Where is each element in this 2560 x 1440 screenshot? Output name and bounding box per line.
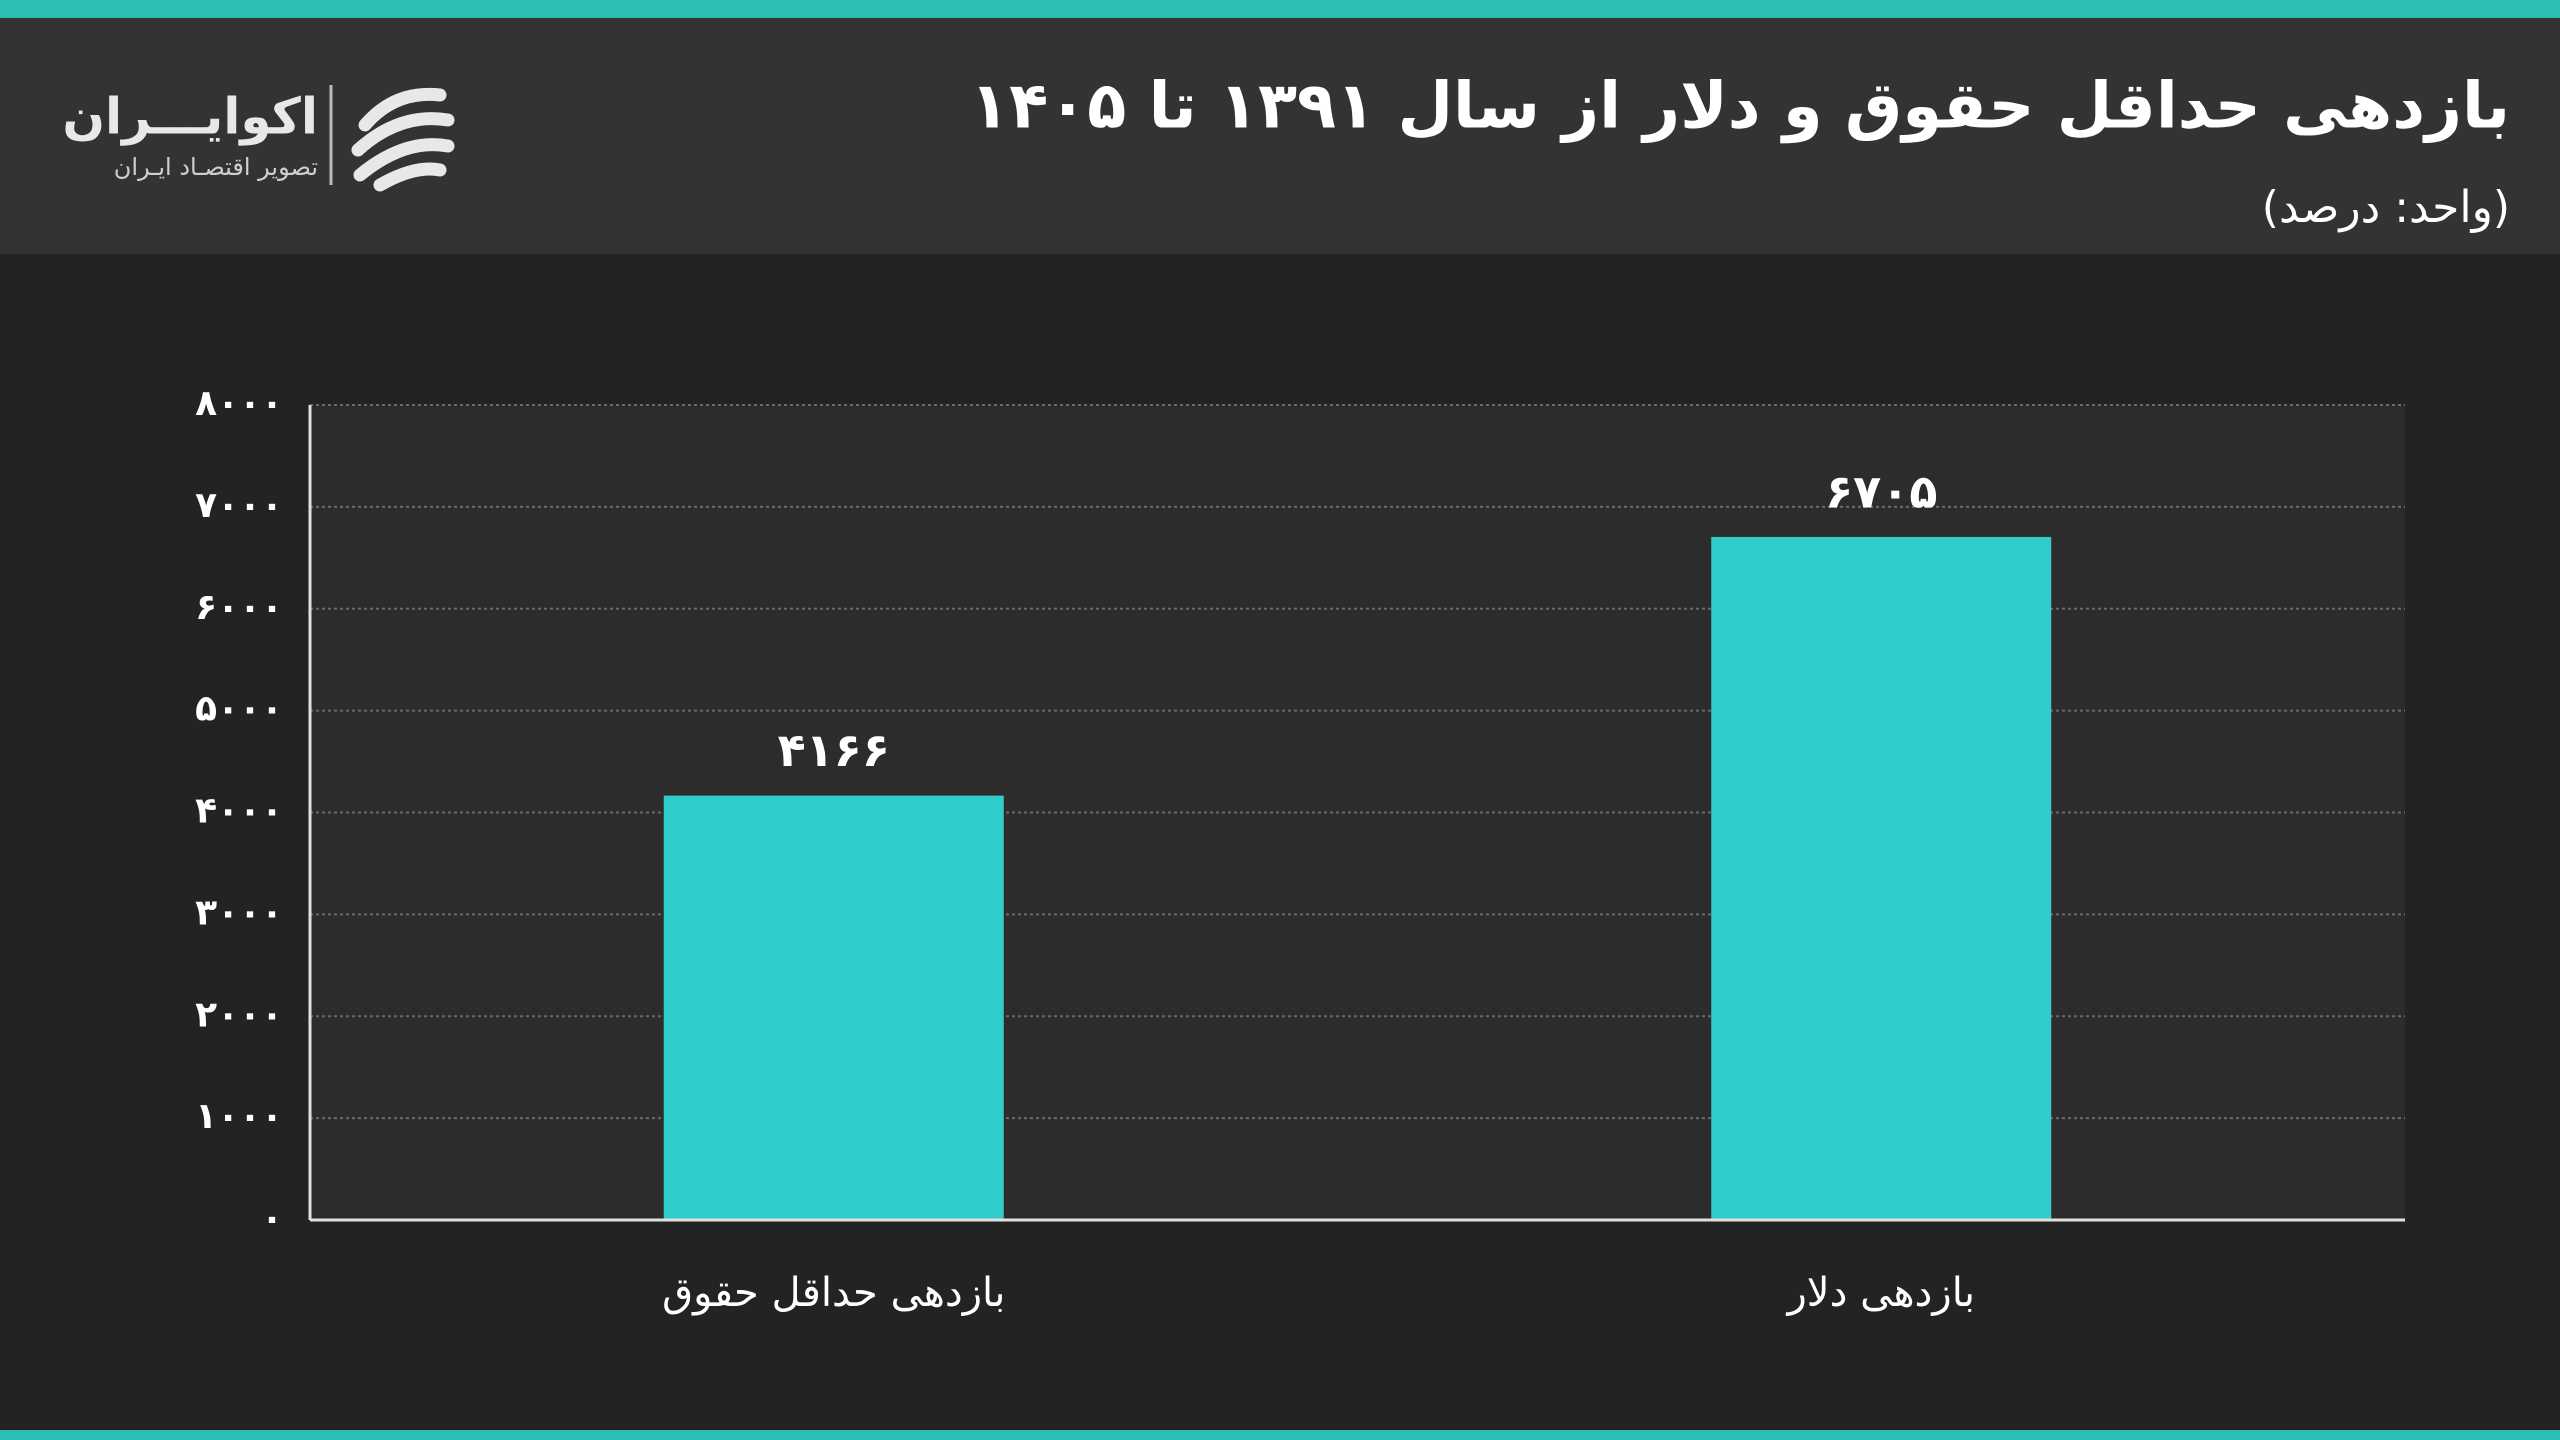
logo-stroke bbox=[351, 112, 455, 157]
logo-icon bbox=[351, 87, 455, 192]
brand-name: اکوایـــران bbox=[62, 88, 318, 147]
chart-subtitle: (واحد: درصد) bbox=[2262, 182, 2510, 233]
bottom-stripe bbox=[0, 1430, 2560, 1440]
brand-tagline: تصویر اقتصـاد ایـران bbox=[114, 153, 318, 181]
bar bbox=[663, 795, 1004, 1220]
x-tick-label: بازدهی حداقل حقوق bbox=[662, 1270, 1005, 1316]
value-label: ۴۱۶۶ bbox=[778, 723, 890, 777]
header bbox=[0, 18, 2560, 254]
bar bbox=[1711, 536, 2052, 1220]
y-tick-label: ۰ bbox=[261, 1198, 283, 1239]
value-label: ۶۷۰۵ bbox=[1825, 464, 1937, 518]
logo: اکوایـــران تصویر اقتصـاد ایـران bbox=[62, 85, 455, 192]
y-tick-label: ۱۰۰۰ bbox=[195, 1096, 283, 1137]
y-tick-label: ۵۰۰۰ bbox=[195, 689, 283, 730]
y-tick-label: ۶۰۰۰ bbox=[195, 587, 283, 628]
y-tick-label: ۴۰۰۰ bbox=[195, 791, 283, 832]
top-stripe bbox=[0, 0, 2560, 18]
y-tick-label: ۷۰۰۰ bbox=[195, 485, 283, 526]
y-tick-label: ۸۰۰۰ bbox=[195, 383, 283, 424]
chart-title: بازدهی حداقل حقوق و دلار از سال ۱۳۹۱ تا … bbox=[970, 70, 2510, 144]
y-tick-label: ۳۰۰۰ bbox=[195, 892, 283, 933]
logo-stroke bbox=[358, 87, 447, 132]
logo-stroke bbox=[353, 138, 455, 182]
y-tick-label: ۲۰۰۰ bbox=[195, 994, 283, 1035]
x-tick-label: بازدهی دلار bbox=[1785, 1270, 1975, 1316]
logo-stroke bbox=[373, 162, 447, 192]
